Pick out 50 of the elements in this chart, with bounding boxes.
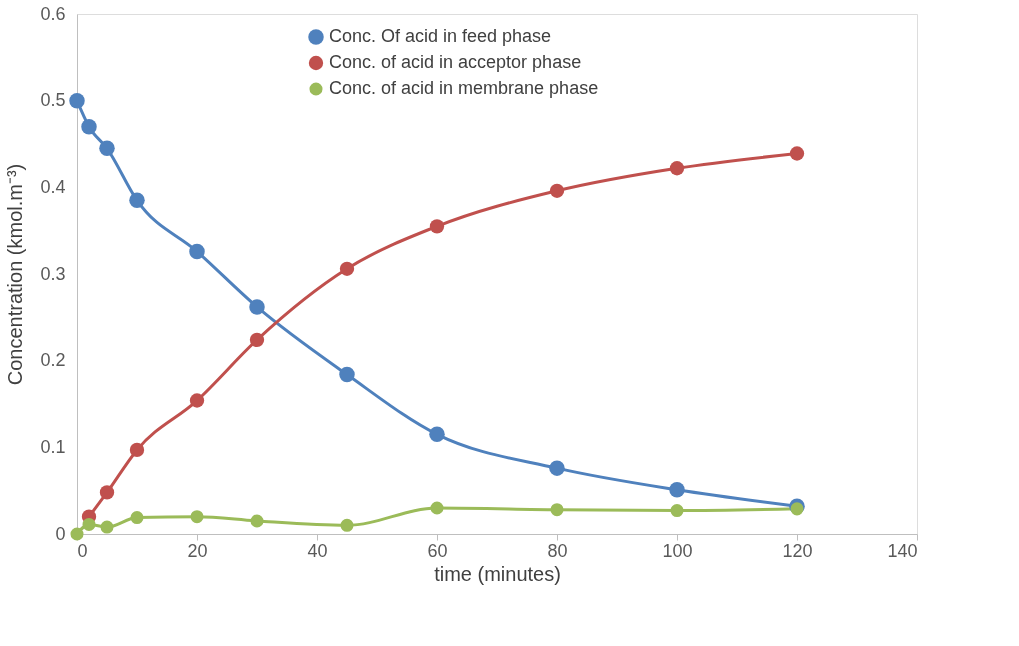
- legend-label: Conc. of acid in acceptor phase: [329, 52, 582, 72]
- x-tick-label: 100: [662, 540, 693, 561]
- y-tick-label: 0.4: [40, 176, 66, 197]
- legend-label: Conc. Of acid in feed phase: [329, 26, 552, 46]
- y-tick-label: 0.3: [40, 263, 66, 284]
- x-tick-label: 40: [307, 540, 328, 561]
- y-tick-label: 0: [55, 523, 66, 544]
- point: [190, 510, 204, 524]
- x-tick-label: 80: [547, 540, 568, 561]
- x-tick-label: 20: [187, 540, 208, 561]
- point: [189, 243, 205, 260]
- y-tick-label: 0.2: [40, 350, 66, 371]
- point: [99, 140, 115, 157]
- point: [69, 92, 85, 109]
- point: [339, 261, 355, 276]
- y-tick-label: 0.1: [40, 436, 66, 457]
- point: [549, 460, 565, 476]
- point: [249, 332, 265, 348]
- point: [429, 219, 445, 234]
- x-tick-label: 60: [427, 540, 448, 561]
- point: [670, 504, 684, 518]
- point: [429, 426, 445, 443]
- x-tick-label: 140: [887, 540, 918, 561]
- point: [129, 192, 145, 209]
- legend-label: Conc. of acid in membrane phase: [329, 78, 599, 98]
- point: [669, 161, 685, 176]
- point: [669, 482, 685, 498]
- point: [70, 527, 84, 541]
- point: [250, 514, 264, 528]
- point: [339, 366, 355, 383]
- point: [430, 501, 444, 515]
- point: [790, 502, 804, 516]
- point: [549, 183, 565, 198]
- point: [99, 485, 115, 500]
- point: [81, 118, 97, 135]
- point: [130, 511, 144, 525]
- y-tick-label: 0.6: [40, 3, 66, 24]
- point: [249, 299, 265, 315]
- x-tick-label: 120: [782, 540, 813, 561]
- x-tick-label: 0: [77, 540, 88, 561]
- point: [340, 518, 354, 532]
- point: [129, 442, 145, 458]
- point: [100, 520, 114, 534]
- point: [189, 393, 205, 408]
- x-axis-title: time (minutes): [434, 562, 561, 585]
- point: [789, 146, 805, 161]
- point: [82, 517, 96, 531]
- y-axis-title: Concentration (kmol.m⁻³): [4, 163, 27, 386]
- point: [550, 503, 564, 517]
- y-tick-label: 0.5: [40, 90, 66, 111]
